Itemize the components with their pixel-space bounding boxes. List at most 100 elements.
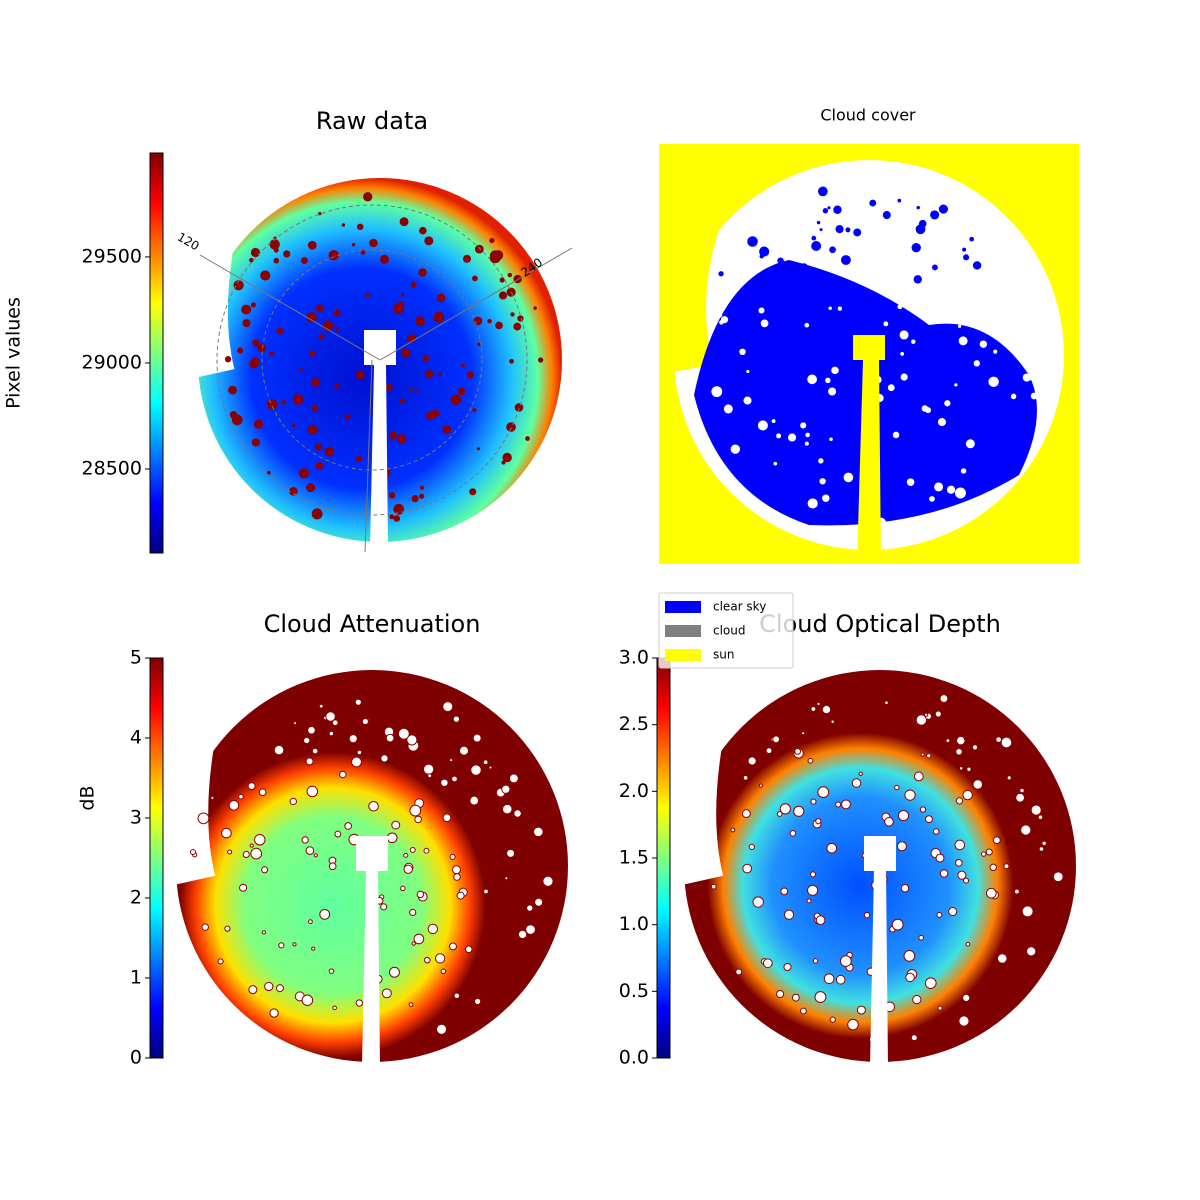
speckle bbox=[476, 447, 480, 451]
speckle bbox=[1041, 840, 1047, 846]
speckle bbox=[823, 973, 835, 985]
speckle bbox=[783, 962, 792, 972]
speckle bbox=[966, 766, 972, 772]
speckle bbox=[344, 414, 351, 420]
patch bbox=[837, 306, 843, 311]
speckle bbox=[344, 822, 352, 830]
speckle bbox=[815, 818, 822, 825]
patch bbox=[985, 301, 994, 310]
speckle bbox=[810, 706, 817, 712]
speckle bbox=[534, 897, 544, 907]
speckle bbox=[821, 704, 832, 715]
patch bbox=[805, 432, 810, 438]
patch bbox=[828, 306, 832, 310]
speckle bbox=[422, 355, 430, 362]
speckle bbox=[920, 752, 925, 757]
speckle bbox=[442, 813, 452, 823]
speckle bbox=[427, 773, 433, 779]
speckle bbox=[829, 1016, 836, 1023]
colorbar-tick-label: 3.0 bbox=[619, 647, 649, 669]
speckle bbox=[239, 883, 248, 892]
speckle bbox=[298, 468, 310, 479]
speckle bbox=[411, 494, 419, 503]
speckle bbox=[1000, 736, 1013, 749]
patch bbox=[1009, 324, 1020, 336]
speckle bbox=[501, 784, 511, 794]
patch bbox=[906, 478, 915, 486]
speckle bbox=[273, 744, 285, 756]
speckle bbox=[393, 303, 404, 315]
speckle bbox=[477, 342, 481, 347]
speckle bbox=[986, 887, 997, 899]
speckle bbox=[238, 793, 244, 800]
speckle bbox=[915, 714, 928, 726]
speckle bbox=[400, 885, 406, 892]
patch bbox=[804, 322, 810, 328]
speckle bbox=[971, 744, 979, 751]
speckle bbox=[247, 782, 256, 791]
speckle bbox=[269, 351, 274, 357]
patch bbox=[831, 366, 839, 375]
speckle bbox=[466, 371, 474, 379]
speckle bbox=[1020, 824, 1032, 836]
speckle bbox=[794, 748, 802, 755]
speckle bbox=[509, 358, 514, 364]
speckle bbox=[839, 955, 852, 967]
patch bbox=[960, 468, 967, 474]
speckle bbox=[442, 425, 452, 434]
speckle bbox=[399, 398, 405, 404]
speckle bbox=[409, 846, 416, 853]
speckle bbox=[397, 727, 410, 740]
speckle bbox=[793, 805, 805, 817]
colorbar-tick-label: 4 bbox=[130, 727, 142, 749]
patch bbox=[818, 282, 824, 288]
speckle bbox=[789, 830, 797, 837]
speckle bbox=[292, 423, 296, 427]
speckle bbox=[471, 275, 478, 282]
patch bbox=[1010, 393, 1017, 400]
sun-blocker bbox=[356, 836, 388, 1067]
speckle bbox=[233, 280, 244, 291]
patch bbox=[938, 204, 948, 214]
speckle bbox=[328, 862, 337, 871]
speckle bbox=[435, 1023, 448, 1035]
colorbar bbox=[656, 657, 671, 1059]
speckle bbox=[945, 738, 951, 743]
colorbar-label: dB bbox=[77, 785, 99, 810]
speckle bbox=[1026, 946, 1037, 957]
speckle bbox=[289, 797, 297, 806]
speckle bbox=[254, 834, 266, 846]
speckle bbox=[464, 945, 473, 954]
patch bbox=[916, 205, 920, 210]
speckle bbox=[299, 367, 303, 372]
speckle bbox=[434, 953, 446, 964]
patch bbox=[797, 265, 801, 269]
patch bbox=[918, 219, 927, 228]
speckle bbox=[393, 515, 401, 522]
patch bbox=[937, 418, 946, 427]
speckle bbox=[440, 778, 449, 787]
speckle bbox=[269, 1008, 279, 1018]
polar-axis bbox=[379, 247, 573, 361]
speckle bbox=[517, 315, 524, 322]
speckle bbox=[963, 877, 970, 884]
speckle bbox=[762, 958, 773, 969]
speckle bbox=[510, 312, 515, 317]
patch bbox=[988, 376, 999, 387]
speckle bbox=[318, 334, 325, 340]
speckle bbox=[905, 972, 915, 983]
patch bbox=[897, 304, 903, 310]
speckle bbox=[356, 370, 365, 380]
speckle bbox=[414, 815, 422, 824]
speckle bbox=[956, 735, 966, 746]
speckle bbox=[955, 859, 963, 867]
speckle bbox=[735, 968, 743, 976]
speckle bbox=[533, 306, 537, 310]
speckle bbox=[409, 388, 413, 392]
speckle bbox=[409, 804, 422, 817]
speckle bbox=[348, 734, 358, 744]
speckle bbox=[273, 257, 280, 264]
speckle bbox=[438, 372, 442, 377]
speckle bbox=[283, 250, 291, 258]
speckle bbox=[249, 843, 254, 848]
